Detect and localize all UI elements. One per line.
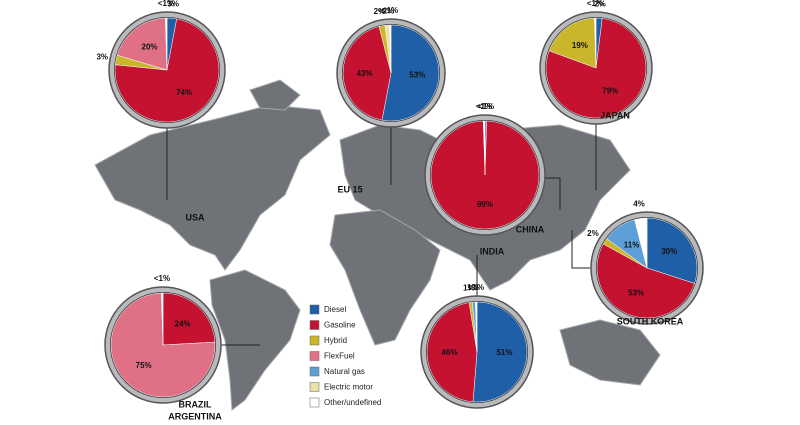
pie-slice xyxy=(594,17,597,69)
pie-slice xyxy=(116,17,168,71)
pie-value-label: 75% xyxy=(136,361,152,370)
legend-label: FlexFuel xyxy=(324,352,355,361)
pie-slice xyxy=(596,243,695,319)
pie-slice xyxy=(483,120,486,176)
pie-value-label: 3% xyxy=(167,0,179,8)
pie-slice xyxy=(634,217,648,269)
legend-swatch xyxy=(309,397,320,408)
legend-label: Electric motor xyxy=(324,383,373,392)
region-label: JAPAN xyxy=(600,110,630,120)
legend: Diesel Gasoline Hybrid FlexFuel Natural gas E… xyxy=(309,304,381,408)
region-label: EU 15 xyxy=(337,184,362,194)
pie-slice xyxy=(114,18,220,123)
pie-slice xyxy=(389,24,392,74)
pie-value-label: 4% xyxy=(633,200,645,209)
pie-value-label: 3% xyxy=(96,52,108,61)
legend-swatch xyxy=(309,335,320,346)
legend-label: Hybrid xyxy=(324,336,347,345)
pie-value-label: 2% xyxy=(587,229,599,238)
pie-slice xyxy=(110,292,216,398)
pie-value-label: 24% xyxy=(175,319,191,328)
pie-value-label: <2% xyxy=(378,6,394,15)
pie-value-label: 20% xyxy=(142,42,158,51)
pie-value-label: <1% xyxy=(476,102,492,111)
pie-slice xyxy=(161,292,164,346)
pie-value-label: 99% xyxy=(477,200,493,209)
pie-value-label: 46% xyxy=(442,348,458,357)
legend-label: Gasoline xyxy=(324,321,356,330)
legend-label: Diesel xyxy=(324,305,346,314)
pie-value-label: <1% xyxy=(587,0,603,8)
pie-value-label: 43% xyxy=(357,69,373,78)
region-label: USA xyxy=(185,212,205,222)
pie-value-label: 1% xyxy=(467,283,479,292)
pie-value-label: 11% xyxy=(624,240,640,249)
pie-slice xyxy=(430,120,540,230)
region-label: INDIA xyxy=(480,246,505,256)
pie-value-label: 2% xyxy=(374,7,386,16)
region-label: ARGENTINA xyxy=(168,411,222,421)
pie-value-label: 79% xyxy=(602,87,618,96)
pie-slice xyxy=(548,17,597,69)
legend-label: Natural gas xyxy=(324,367,365,376)
pie-value-label: 2% xyxy=(594,0,606,8)
legend-swatch xyxy=(309,366,320,377)
legend-swatch xyxy=(309,351,320,361)
pie-slice xyxy=(165,17,168,71)
pie-slice xyxy=(646,217,698,284)
pie-slice xyxy=(426,302,478,403)
legend-swatch xyxy=(309,320,320,330)
pie-value-label: 74% xyxy=(176,88,192,97)
pie-value-label: <1% xyxy=(154,274,170,283)
pie-value-label: 51% xyxy=(496,348,512,357)
region-label: SOUTH KOREA xyxy=(617,316,684,326)
pie-value-label: <1% xyxy=(158,0,174,8)
pie-value-label: 19% xyxy=(572,41,588,50)
legend-swatch xyxy=(309,304,320,315)
pie-slice xyxy=(342,26,392,121)
region-label: BRAZIL xyxy=(179,399,212,409)
region-label: CHINA xyxy=(516,224,545,234)
pie-slice xyxy=(472,301,528,403)
pie-value-label: 53% xyxy=(628,288,644,297)
pie-slice xyxy=(475,301,478,353)
pie-value-label: 1% xyxy=(463,284,475,293)
legend-label: Other/undefined xyxy=(324,398,381,407)
pie-value-label: <1% xyxy=(478,102,494,111)
pie-value-label: <1% xyxy=(468,283,484,292)
pie-value-label: <1% xyxy=(382,6,398,15)
pie-slice xyxy=(381,24,440,122)
connectors xyxy=(166,124,597,346)
pie-value-label: 30% xyxy=(661,247,677,256)
pie-value-label: 53% xyxy=(409,71,425,80)
legend-swatch xyxy=(309,382,320,392)
pie-slice xyxy=(162,292,216,346)
